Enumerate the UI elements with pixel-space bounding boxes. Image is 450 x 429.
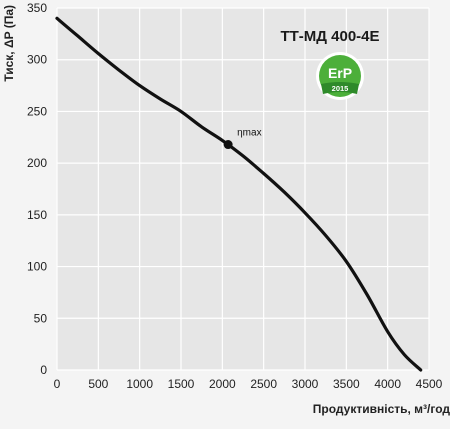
- chart-title: ТТ-МД 400-4Е: [280, 28, 379, 45]
- x-tick-label: 2000: [209, 377, 236, 391]
- y-tick-label: 100: [27, 260, 47, 274]
- badge-erp-text: ErP: [328, 65, 352, 81]
- x-tick-label: 4000: [374, 377, 401, 391]
- x-tick-label: 2500: [250, 377, 277, 391]
- x-tick-label: 3500: [333, 377, 360, 391]
- eta-max-label: ηmax: [237, 128, 261, 139]
- x-tick-label: 1000: [126, 377, 153, 391]
- grid: [56, 7, 430, 371]
- badge-year-text: 2015: [332, 84, 349, 93]
- x-axis-ticks: 0 500 1000 1500 2000 2500 3000 3500 4000 4500: [54, 377, 443, 391]
- erp-2015-badge: ErP 2015: [316, 52, 364, 100]
- badge-ribbon: [321, 82, 359, 94]
- x-tick-label: 1500: [168, 377, 195, 391]
- y-tick-label: 350: [27, 1, 47, 15]
- eta-max-point: [223, 140, 233, 150]
- x-tick-label: 3000: [292, 377, 319, 391]
- pressure-curve-line: [55, 16, 423, 372]
- y-tick-label: 200: [27, 156, 47, 170]
- x-tick-label: 4500: [416, 377, 443, 391]
- y-tick-label: 250: [27, 104, 47, 118]
- y-tick-label: 300: [27, 53, 47, 67]
- x-tick-label: 500: [88, 377, 108, 391]
- y-tick-label: 150: [27, 208, 47, 222]
- y-axis-label: Тиск, ΔP (Па): [2, 5, 16, 82]
- plot-area: [57, 8, 429, 370]
- x-tick-label: 0: [54, 377, 61, 391]
- y-axis-ticks: 0 50 100 150 200 250 300 350: [27, 1, 47, 377]
- y-tick-label: 0: [40, 363, 47, 377]
- y-tick-label: 50: [34, 311, 48, 325]
- x-axis-label: Продуктивність, м³/год: [313, 402, 450, 416]
